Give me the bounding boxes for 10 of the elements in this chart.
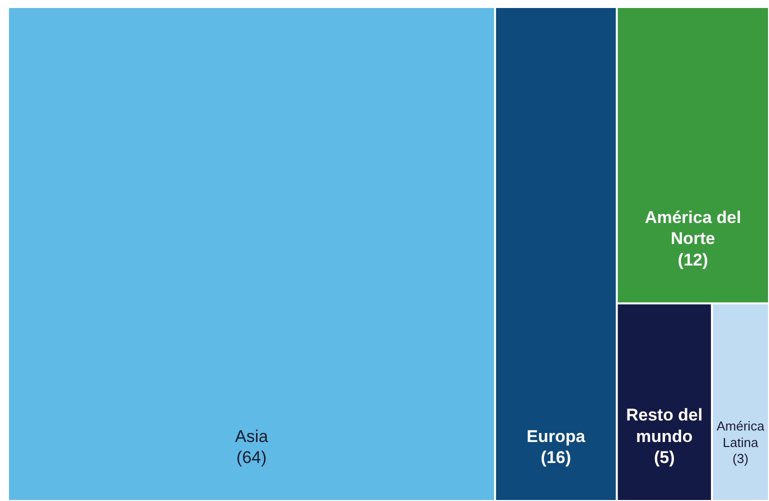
category-label: Resto del mundo [626, 406, 703, 446]
data-label: (12) [678, 250, 708, 270]
data-label: (3) [732, 451, 748, 466]
category-label: América Latina [716, 418, 766, 450]
data-label: (16) [540, 448, 572, 467]
data-label: (64) [236, 448, 267, 467]
data-label: (5) [654, 448, 675, 467]
category-label: Asia [234, 426, 269, 446]
category-label: América del Norte [644, 208, 742, 248]
category-label: Europa [526, 426, 586, 446]
